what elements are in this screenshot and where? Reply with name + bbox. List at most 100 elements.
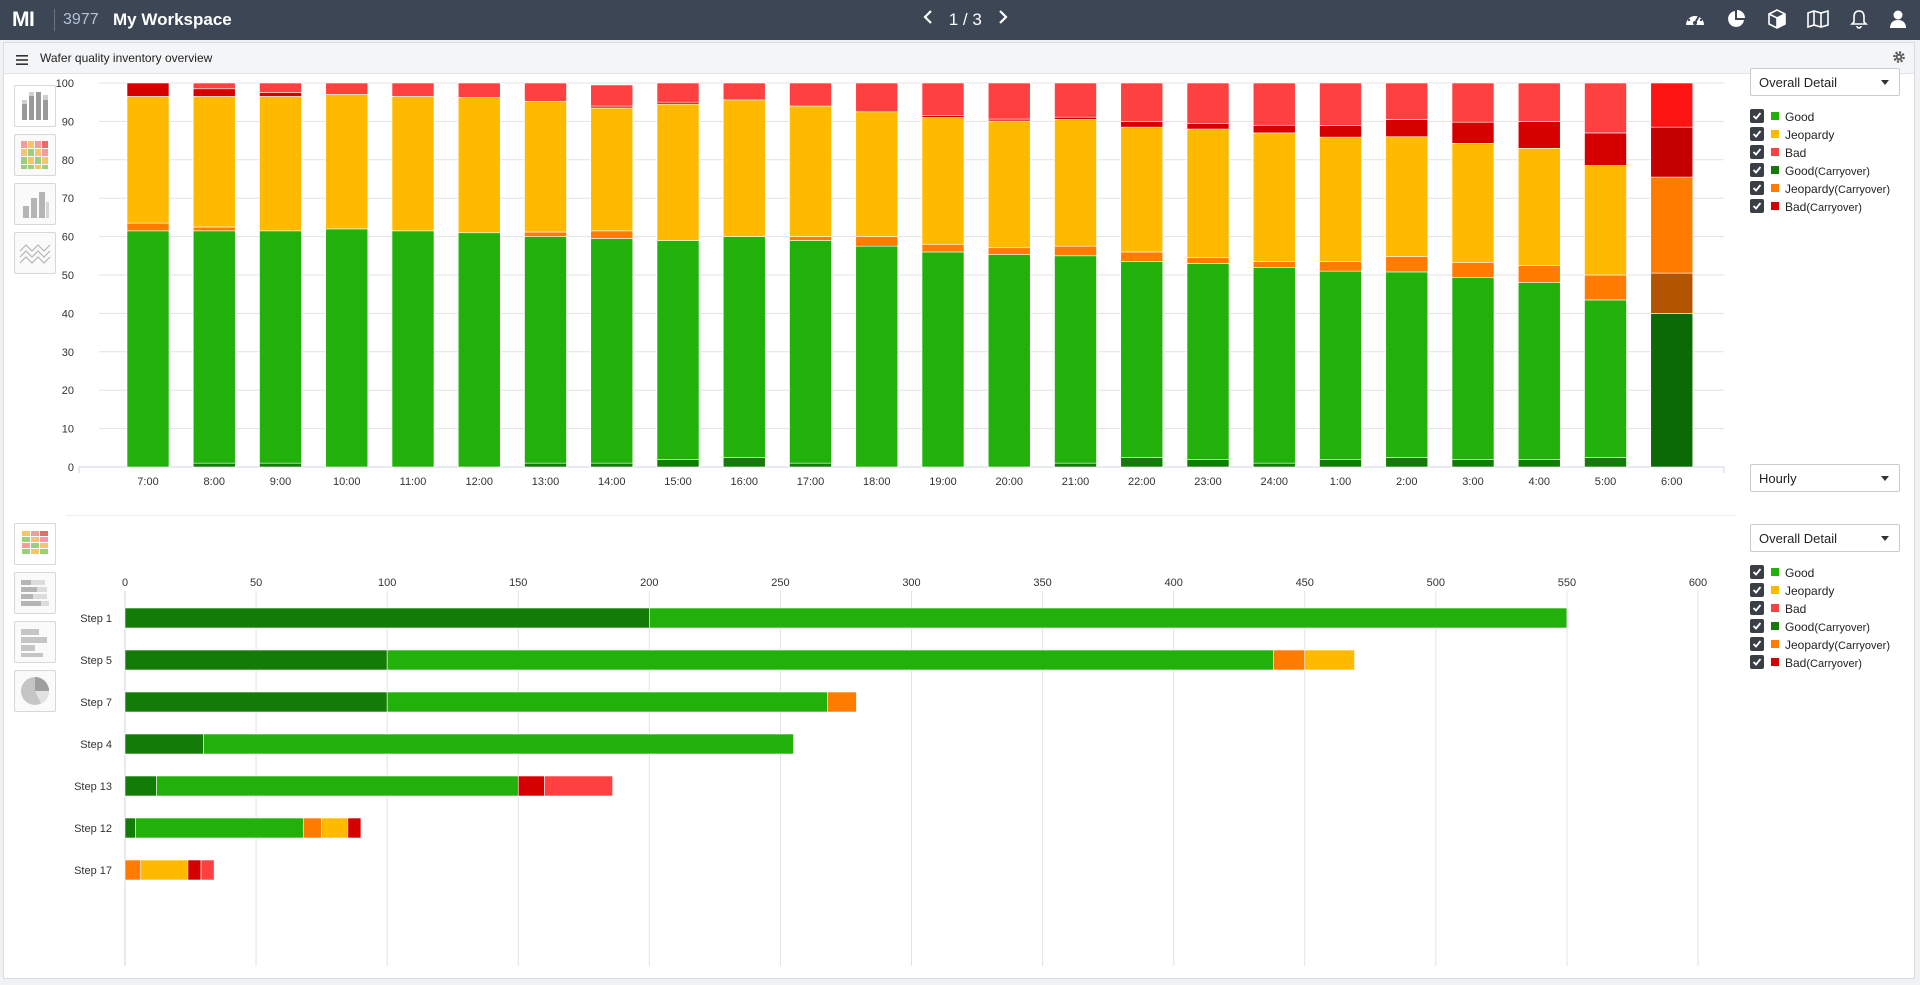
column-chart-tool[interactable]: [14, 183, 56, 225]
bar-segment-bad-19-00[interactable]: [921, 82, 965, 116]
bar-segment-good-carryover-2-00[interactable]: [1385, 457, 1429, 468]
checkbox-checked-icon[interactable]: [1750, 583, 1764, 597]
bar-segment-good-step-7[interactable]: [386, 691, 828, 713]
bar-segment-bad-carryover-21-00[interactable]: [1054, 116, 1097, 120]
bar-segment-bad-carryover-22-00[interactable]: [1120, 121, 1164, 128]
bar-segment-good-step-5[interactable]: [386, 649, 1274, 671]
cube-icon[interactable]: [1767, 9, 1787, 34]
bar-segment-bad-22-00[interactable]: [1120, 82, 1164, 122]
bar-segment-good-carryover-6-00[interactable]: [1650, 313, 1694, 468]
bar-segment-good-16-00[interactable]: [722, 236, 766, 458]
bar-segment-good-19-00[interactable]: [921, 251, 965, 468]
bar-segment-bad-carryover-9-00[interactable]: [259, 92, 302, 97]
bar-segment-good-21-00[interactable]: [1054, 255, 1097, 464]
bar-segment-jeopardy-8-00[interactable]: [192, 96, 236, 228]
bar-segment-bad-carryover-step-12[interactable]: [347, 817, 362, 839]
bar-segment-good-step-12[interactable]: [135, 817, 304, 839]
bar-segment-jeopardy-carryover-1-00[interactable]: [1319, 261, 1362, 272]
bar-segment-bad-20-00[interactable]: [987, 82, 1031, 120]
bar-segment-jeopardy-carryover-6-00[interactable]: [1650, 272, 1694, 314]
bar-segment-good-carryover-1-00[interactable]: [1319, 459, 1362, 468]
bar-segment-bad-carryover-24-00[interactable]: [1252, 124, 1296, 134]
bar-segment-good-carryover-22-00[interactable]: [1120, 457, 1164, 468]
bar-segment-bad-14-00[interactable]: [590, 84, 634, 107]
bar-segment-jeopardy-14-00[interactable]: [590, 107, 634, 232]
bar-segment-good-24-00[interactable]: [1252, 267, 1296, 464]
bar-segment-jeopardy-carryover-step-7[interactable]: [827, 691, 857, 713]
checkbox-checked-icon[interactable]: [1750, 145, 1764, 159]
bar-segment-jeopardy-9-00[interactable]: [259, 96, 302, 232]
bar-segment-good-13-00[interactable]: [524, 236, 567, 464]
bar-segment-bad-15-00[interactable]: [656, 82, 700, 103]
bar-segment-bad-10-00[interactable]: [325, 82, 369, 95]
bar-segment-good-23-00[interactable]: [1186, 263, 1230, 460]
bar-segment-good-18-00[interactable]: [855, 245, 899, 468]
bar-segment-jeopardy-carryover-2-00[interactable]: [1385, 256, 1429, 273]
bar-segment-bad-step-13[interactable]: [544, 775, 613, 797]
bar-segment-bad-2-00[interactable]: [1385, 82, 1429, 120]
bar-segment-good-22-00[interactable]: [1120, 261, 1164, 458]
workspace-name[interactable]: My Workspace: [113, 10, 232, 29]
checkbox-checked-icon[interactable]: [1750, 199, 1764, 213]
bar-segment-bad-5-00[interactable]: [1584, 82, 1627, 134]
bar-segment-good-carryover-3-00[interactable]: [1451, 459, 1495, 468]
bar-segment-good-carryover-21-00[interactable]: [1054, 462, 1097, 468]
bar-segment-good-9-00[interactable]: [259, 230, 302, 464]
hamburger-menu-icon[interactable]: [16, 52, 28, 70]
line-chart-tool[interactable]: [14, 232, 56, 274]
bar-segment-good-carryover-13-00[interactable]: [524, 462, 567, 468]
bar-segment-bad-carryover-3-00[interactable]: [1451, 121, 1495, 144]
bar-segment-bad-3-00[interactable]: [1451, 82, 1495, 123]
pie-chart-icon[interactable]: [1726, 9, 1746, 34]
bar-segment-jeopardy-carryover-22-00[interactable]: [1120, 251, 1164, 262]
bar-segment-good-5-00[interactable]: [1584, 299, 1627, 458]
bar-segment-good-8-00[interactable]: [192, 230, 236, 464]
map-icon[interactable]: [1807, 9, 1829, 34]
bar-segment-good-carryover-8-00[interactable]: [192, 462, 236, 468]
bar-segment-jeopardy-1-00[interactable]: [1319, 136, 1362, 262]
bar-segment-jeopardy-step-12[interactable]: [321, 817, 349, 839]
bar-segment-bad-carryover-4-00[interactable]: [1517, 121, 1561, 149]
bar-segment-jeopardy-carryover-18-00[interactable]: [855, 236, 899, 247]
bar-segment-good-carryover-24-00[interactable]: [1252, 462, 1296, 468]
bar-segment-jeopardy-20-00[interactable]: [987, 120, 1031, 249]
bar-segment-jeopardy-carryover-17-00[interactable]: [789, 236, 832, 241]
bar-segment-good-11-00[interactable]: [391, 230, 435, 468]
bar-segment-good-carryover-14-00[interactable]: [590, 462, 634, 468]
chevron-right-icon[interactable]: [995, 9, 1011, 30]
bar-segment-good-3-00[interactable]: [1451, 277, 1495, 460]
bar-segment-bad-carryover-7-00[interactable]: [126, 82, 170, 97]
hourly-view-select[interactable]: Overall Detail: [1750, 68, 1900, 96]
bar-segment-good-carryover-step-1[interactable]: [124, 607, 650, 629]
interval-select[interactable]: Hourly: [1750, 464, 1900, 492]
bar-segment-jeopardy-carryover-24-00[interactable]: [1252, 261, 1296, 268]
bar-segment-bad-carryover-step-13[interactable]: [517, 775, 545, 797]
bar-segment-jeopardy-15-00[interactable]: [656, 103, 700, 241]
bar-segment-good-carryover-step-13[interactable]: [124, 775, 157, 797]
bar-segment-good-2-00[interactable]: [1385, 271, 1429, 458]
bar-segment-good-14-00[interactable]: [590, 238, 634, 464]
bar-segment-good-7-00[interactable]: [126, 230, 170, 468]
step-stacked-bar-tool[interactable]: [14, 572, 56, 614]
bar-segment-jeopardy-17-00[interactable]: [789, 105, 832, 237]
bar-segment-bad-12-00[interactable]: [457, 82, 501, 98]
bar-segment-jeopardy-carryover-step-12[interactable]: [302, 817, 322, 839]
bar-segment-good-12-00[interactable]: [457, 232, 501, 468]
bar-segment-good-17-00[interactable]: [789, 240, 832, 464]
bar-segment-good-carryover-15-00[interactable]: [656, 459, 700, 468]
bar-segment-jeopardy-step-5[interactable]: [1304, 649, 1355, 671]
bar-segment-good-carryover-16-00[interactable]: [722, 457, 766, 468]
bar-segment-good-carryover-9-00[interactable]: [259, 462, 302, 468]
checkbox-checked-icon[interactable]: [1750, 619, 1764, 633]
bar-segment-bad-18-00[interactable]: [855, 82, 899, 113]
bar-segment-jeopardy-2-00[interactable]: [1385, 136, 1429, 257]
bar-segment-bad-21-00[interactable]: [1054, 82, 1097, 118]
bar-segment-jeopardy-carryover-19-00[interactable]: [921, 243, 965, 253]
bar-segment-good-carryover-17-00[interactable]: [789, 462, 832, 468]
checkbox-checked-icon[interactable]: [1750, 601, 1764, 615]
bar-segment-jeopardy-18-00[interactable]: [855, 111, 899, 237]
bar-segment-jeopardy-4-00[interactable]: [1517, 147, 1561, 266]
bar-segment-bad-carryover-23-00[interactable]: [1186, 123, 1230, 130]
bar-segment-good-15-00[interactable]: [656, 240, 700, 460]
bar-segment-good-carryover-step-4[interactable]: [124, 733, 204, 755]
